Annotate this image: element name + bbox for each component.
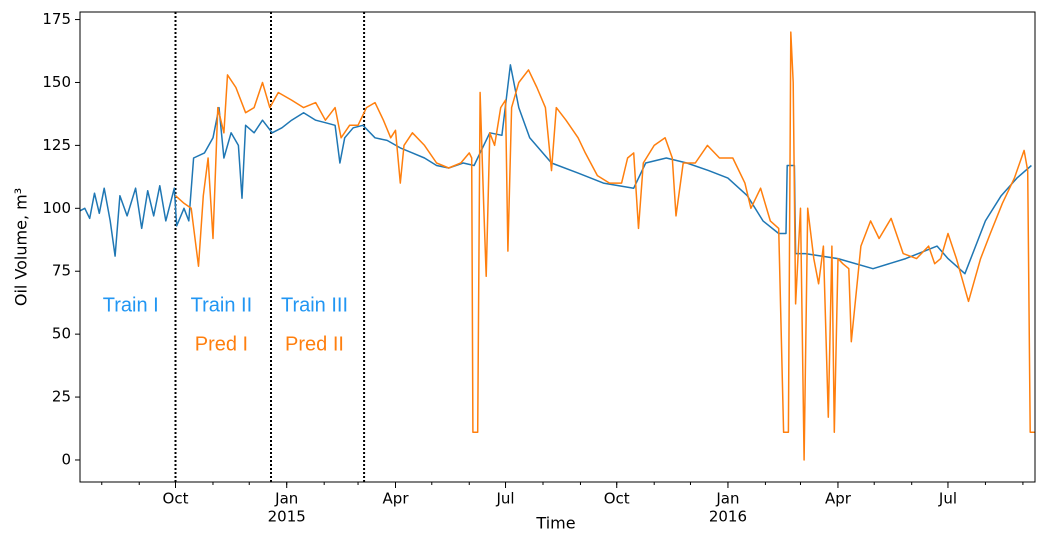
x-tick-label: Oct bbox=[163, 490, 189, 508]
y-tick-label: 100 bbox=[42, 199, 71, 217]
annotation: Pred I bbox=[195, 334, 248, 356]
x-tick-year: 2015 bbox=[268, 508, 306, 526]
y-tick-label: 125 bbox=[42, 136, 71, 154]
x-tick-year: 2016 bbox=[709, 508, 747, 526]
x-tick-label: Jan bbox=[715, 490, 739, 508]
x-axis-label: Time bbox=[535, 514, 575, 533]
y-tick-label: 50 bbox=[52, 325, 71, 343]
series-line bbox=[175, 31, 1035, 461]
annotation: Train I bbox=[103, 295, 159, 317]
x-tick-label: Jan bbox=[274, 490, 298, 508]
series-line bbox=[79, 64, 1032, 275]
y-tick-label: 75 bbox=[52, 262, 71, 280]
x-tick-label: Apr bbox=[825, 490, 852, 508]
x-tick-label: Apr bbox=[383, 490, 410, 508]
y-tick-label: 0 bbox=[61, 450, 71, 468]
annotation: Pred II bbox=[285, 334, 344, 356]
y-tick-label: 175 bbox=[42, 10, 71, 28]
x-tick-label: Oct bbox=[604, 490, 630, 508]
x-tick-label: Jul bbox=[495, 490, 514, 508]
y-tick-label: 25 bbox=[52, 388, 71, 406]
x-tick-label: Jul bbox=[938, 490, 957, 508]
annotation: Train II bbox=[191, 295, 253, 317]
annotation: Train III bbox=[281, 295, 348, 317]
y-axis-label: Oil Volume, m³ bbox=[12, 188, 31, 306]
y-tick-label: 150 bbox=[42, 73, 71, 91]
plot-frame bbox=[79, 11, 1036, 483]
